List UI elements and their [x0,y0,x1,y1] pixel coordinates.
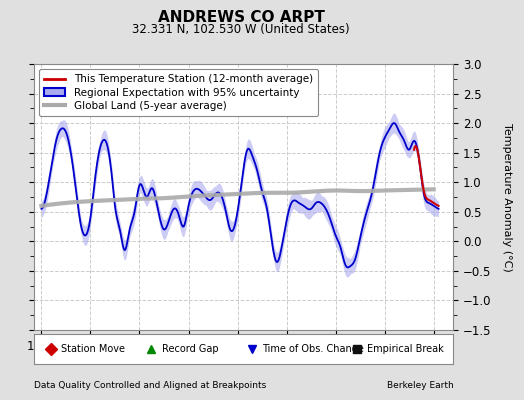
Text: Empirical Break: Empirical Break [367,344,444,354]
Text: ANDREWS CO ARPT: ANDREWS CO ARPT [158,10,324,25]
Text: Station Move: Station Move [61,344,125,354]
Text: Record Gap: Record Gap [162,344,219,354]
Text: Time of Obs. Change: Time of Obs. Change [263,344,364,354]
Text: 32.331 N, 102.530 W (United States): 32.331 N, 102.530 W (United States) [132,23,350,36]
Text: Berkeley Earth: Berkeley Earth [387,381,453,390]
Legend: This Temperature Station (12-month average), Regional Expectation with 95% uncer: This Temperature Station (12-month avera… [39,69,318,116]
Y-axis label: Temperature Anomaly (°C): Temperature Anomaly (°C) [503,123,512,271]
Text: Data Quality Controlled and Aligned at Breakpoints: Data Quality Controlled and Aligned at B… [34,381,266,390]
